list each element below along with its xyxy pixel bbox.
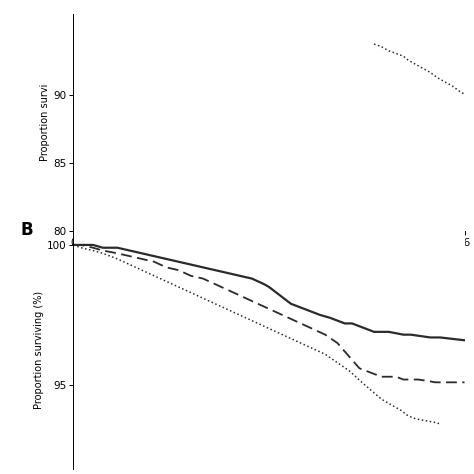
Text: ...1st tertile   - -2nd tertile  — 3rd tertile: ...1st tertile - -2nd tertile — 3rd tert… bbox=[158, 344, 380, 354]
Y-axis label: Proportion surviving (%): Proportion surviving (%) bbox=[34, 291, 44, 409]
X-axis label: Years since enrollment: Years since enrollment bbox=[202, 252, 336, 265]
Text: B: B bbox=[21, 221, 33, 239]
Y-axis label: Proportion survi: Proportion survi bbox=[40, 84, 51, 161]
